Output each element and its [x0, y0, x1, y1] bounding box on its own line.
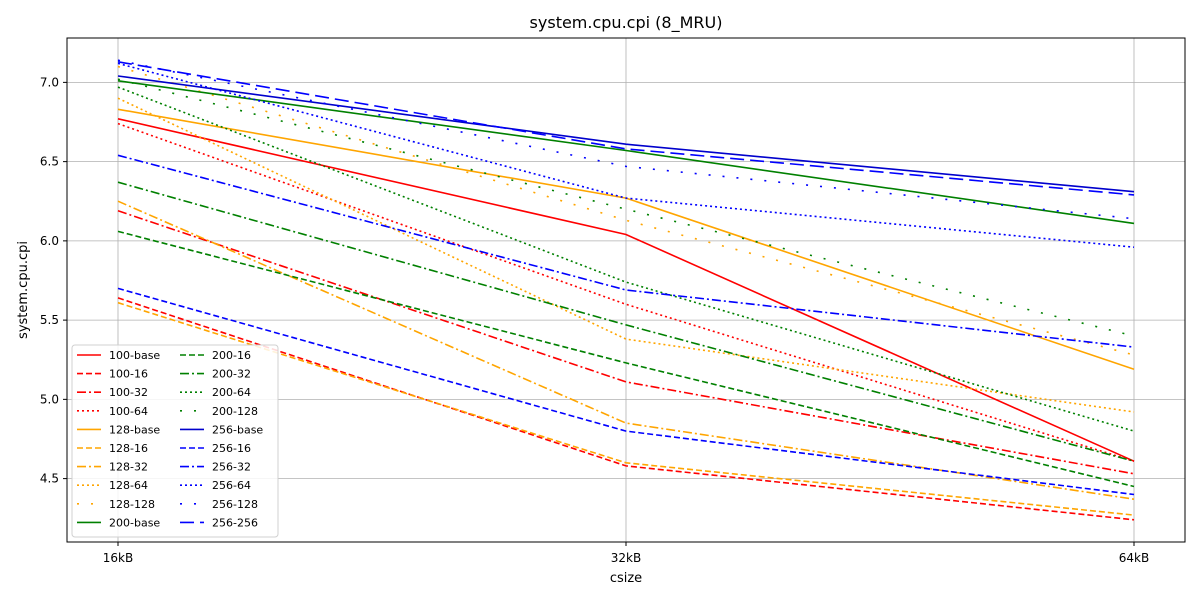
legend-item: 200-128 — [180, 405, 258, 418]
series-line-200-base — [117, 80, 1135, 225]
series-line-256-16 — [117, 287, 1135, 496]
legend-label: 100-32 — [109, 386, 148, 399]
legend-label: 256-base — [212, 423, 263, 436]
series-line-128-16 — [117, 301, 1135, 516]
legend-item: 100-32 — [77, 386, 148, 399]
series-line-256-32 — [117, 154, 1135, 348]
legend-label: 256-32 — [212, 461, 251, 474]
series-line-256-base — [117, 75, 1135, 193]
y-tick-label: 7.0 — [40, 75, 59, 89]
legend-label: 128-32 — [109, 461, 148, 474]
legend-label: 128-16 — [109, 442, 148, 455]
x-ticks: 16kB 32kB 64kB — [103, 542, 1149, 565]
legend: 100-base 100-16 100-32 100-64 128-base 128-16… — [71, 344, 279, 538]
series-line-100-16 — [117, 297, 1135, 521]
legend-item: 256-256 — [180, 516, 258, 529]
legend-item: 100-base — [77, 349, 160, 362]
legend-label: 256-128 — [212, 498, 258, 511]
legend-item: 100-16 — [77, 368, 148, 381]
legend-item: 128-64 — [77, 479, 148, 492]
legend-label: 100-16 — [109, 368, 148, 381]
legend-label: 128-base — [109, 423, 160, 436]
legend-item: 256-16 — [180, 442, 251, 455]
legend-label: 200-16 — [212, 349, 251, 362]
legend-item: 200-32 — [180, 368, 251, 381]
legend-label: 100-base — [109, 349, 160, 362]
legend-item: 200-16 — [180, 349, 251, 362]
y-ticks: 4.5 5.0 5.5 6.0 6.5 7.0 — [40, 75, 67, 486]
x-tick-label: 16kB — [103, 551, 133, 565]
legend-item: 128-16 — [77, 442, 148, 455]
legend-item: 256-128 — [180, 498, 258, 511]
series-layer — [117, 59, 1135, 521]
legend-label: 256-256 — [212, 516, 258, 529]
series-line-256-128 — [117, 59, 1135, 220]
series-line-256-256 — [117, 61, 1135, 196]
legend-label: 200-128 — [212, 405, 258, 418]
series-line-256-64 — [117, 62, 1135, 248]
x-axis-label: csize — [610, 571, 642, 586]
chart-title: system.cpu.cpi (8_MRU) — [530, 13, 723, 33]
legend-box — [71, 344, 279, 538]
legend-item: 128-base — [77, 423, 160, 436]
series-line-100-32 — [117, 210, 1135, 475]
legend-item: 200-64 — [180, 386, 251, 399]
series-line-100-base — [117, 118, 1135, 462]
legend-item: 100-64 — [77, 405, 148, 418]
legend-item: 128-128 — [77, 498, 155, 511]
series-line-200-16 — [117, 230, 1135, 488]
legend-item: 200-base — [77, 516, 160, 529]
legend-item: 256-32 — [180, 461, 251, 474]
legend-label: 200-32 — [212, 368, 251, 381]
y-axis-label: system.cpu.cpi — [16, 241, 31, 339]
series-line-200-32 — [117, 181, 1135, 462]
y-tick-label: 6.5 — [40, 155, 59, 169]
y-tick-label: 6.0 — [40, 234, 59, 248]
legend-label: 100-64 — [109, 405, 148, 418]
y-tick-label: 5.5 — [40, 313, 59, 327]
legend-label: 128-128 — [109, 498, 155, 511]
legend-item: 128-32 — [77, 461, 148, 474]
x-tick-label: 32kB — [611, 551, 641, 565]
legend-label: 200-64 — [212, 386, 251, 399]
x-tick-label: 64kB — [1119, 551, 1149, 565]
legend-label: 256-16 — [212, 442, 251, 455]
y-tick-label: 5.0 — [40, 392, 59, 406]
series-line-200-64 — [117, 86, 1135, 432]
y-tick-label: 4.5 — [40, 472, 59, 486]
legend-label: 128-64 — [109, 479, 148, 492]
legend-item: 256-64 — [180, 479, 251, 492]
legend-item: 256-base — [180, 423, 263, 436]
legend-label: 200-base — [109, 516, 160, 529]
legend-label: 256-64 — [212, 479, 251, 492]
